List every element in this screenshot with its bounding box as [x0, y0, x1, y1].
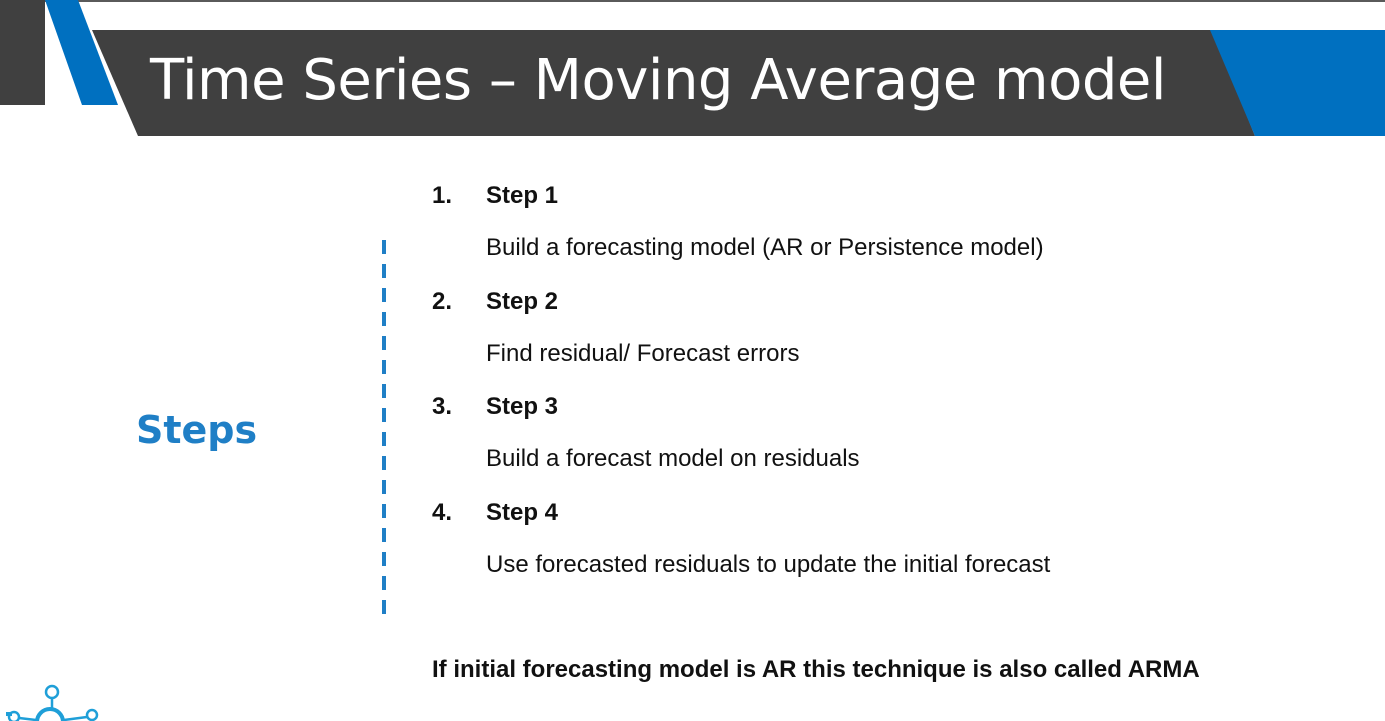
step-2-title: Step 2 [486, 288, 559, 315]
step-2-heading: 2. Step 2 [432, 286, 558, 318]
step-4-title: Step 4 [486, 499, 559, 526]
step-3-description: Build a forecast model on residuals [486, 445, 860, 472]
dashed-divider [382, 240, 386, 618]
footnote: If initial forecasting model is AR this … [432, 656, 1200, 683]
step-3-title: Step 3 [486, 393, 559, 420]
step-4-heading: 4. Step 4 [432, 497, 558, 529]
steps-label: Steps [136, 408, 258, 452]
left-blue-stripe [45, 0, 118, 105]
steps-list: 1. Step 1 Build a forecasting model (AR o… [432, 0, 1332, 721]
step-1-description: Build a forecasting model (AR or Persist… [486, 234, 1044, 261]
step-1-heading: 1. Step 1 [432, 180, 558, 212]
step-2-number: 2. [432, 288, 453, 315]
step-4-number: 4. [432, 499, 453, 526]
step-1-title: Step 1 [486, 182, 559, 209]
left-dark-block [0, 0, 45, 105]
title-banner: Time Series – Moving Average model [0, 0, 1385, 140]
title-banner-shapes [0, 0, 1385, 136]
title-dark-band [92, 30, 1255, 136]
step-3-number: 3. [432, 393, 453, 420]
top-rule [0, 0, 1385, 2]
step-2-description: Find residual/ Forecast errors [486, 340, 800, 367]
right-blue-block [1210, 30, 1385, 136]
step-3-heading: 3. Step 3 [432, 391, 558, 423]
lightbulb-network-logo-icon [6, 684, 99, 721]
slide-title: Time Series – Moving Average model [150, 48, 1166, 113]
step-4-description: Use forecasted residuals to update the i… [486, 551, 1051, 578]
step-1-number: 1. [432, 182, 453, 209]
